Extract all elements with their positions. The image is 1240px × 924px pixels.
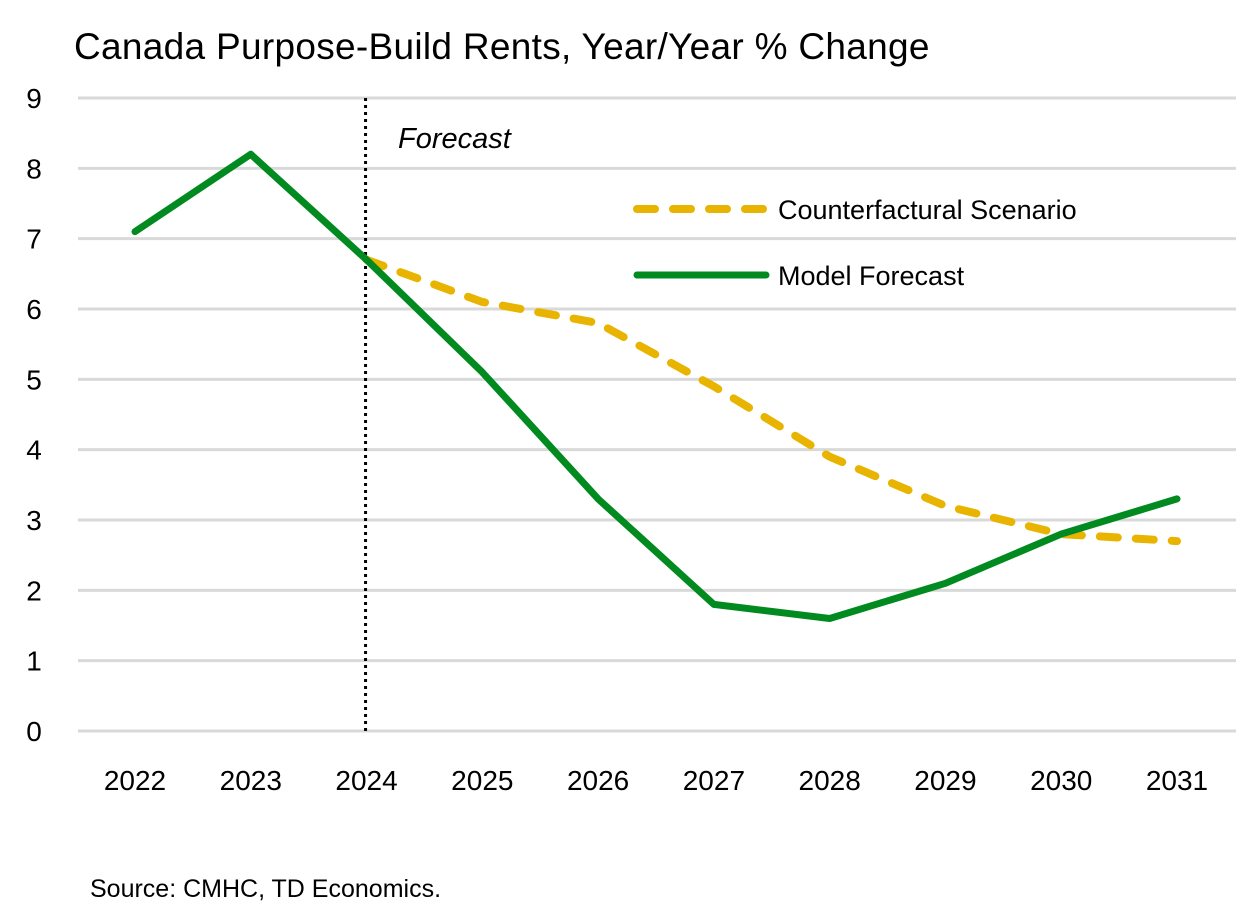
x-tick-label: 2030 [1030, 765, 1092, 796]
x-tick-label: 2029 [914, 765, 976, 796]
x-tick-label: 2031 [1146, 765, 1208, 796]
y-tick-label: 1 [26, 646, 42, 677]
legend: Counterfactural Scenario Model Forecast [633, 195, 1077, 291]
y-tick-label: 5 [26, 364, 42, 395]
y-tick-label: 0 [26, 716, 42, 747]
model-forecast-line [131, 150, 1181, 622]
legend-label-counterfactual: Counterfactural Scenario [778, 195, 1077, 225]
y-tick-label: 6 [26, 294, 42, 325]
y-tick-label: 2 [26, 575, 42, 606]
y-axis-ticks: 0 1 2 3 4 5 6 7 8 9 [26, 83, 42, 747]
y-tick-label: 9 [26, 83, 42, 114]
source-note: Source: CMHC, TD Economics. [90, 875, 442, 903]
x-tick-label: 2023 [220, 765, 282, 796]
x-tick-label: 2028 [799, 765, 861, 796]
y-tick-label: 8 [26, 153, 42, 184]
x-tick-label: 2025 [451, 765, 513, 796]
legend-label-model: Model Forecast [778, 261, 965, 291]
y-tick-label: 4 [26, 435, 42, 466]
y-tick-label: 7 [26, 224, 42, 255]
chart-title: Canada Purpose-Build Rents, Year/Year % … [74, 26, 930, 67]
forecast-label: Forecast [398, 123, 513, 155]
counterfactual-line [362, 255, 1181, 546]
x-axis-ticks: 2022 2023 2024 2025 2026 2027 2028 2029 2030 2031 [104, 765, 1208, 796]
gridlines [78, 96, 1236, 733]
x-tick-label: 2027 [683, 765, 745, 796]
x-tick-label: 2022 [104, 765, 166, 796]
x-tick-label: 2026 [567, 765, 629, 796]
x-tick-label: 2024 [335, 765, 397, 796]
y-tick-label: 3 [26, 505, 42, 536]
series-lines [131, 150, 1181, 622]
